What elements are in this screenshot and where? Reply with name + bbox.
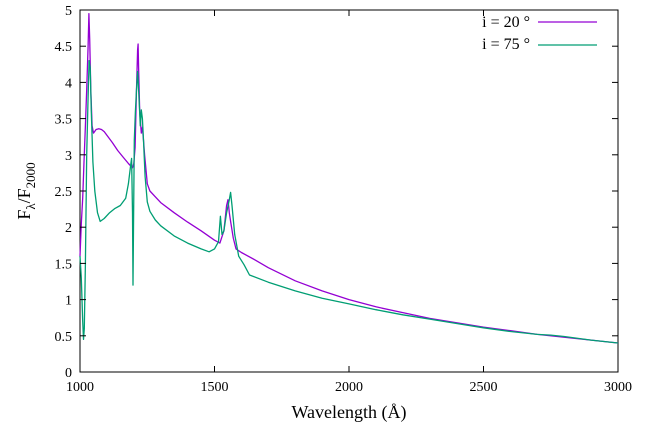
y-tick-label: 2.5 (55, 185, 73, 200)
x-tick-label: 2500 (470, 380, 498, 395)
series-line-1 (79, 12, 619, 344)
y-axis-title-sub1: λ (23, 203, 38, 210)
y-tick-label: 3 (65, 149, 72, 164)
series-line-2 (79, 60, 619, 344)
y-tick-label: 5 (65, 4, 72, 19)
x-tick-label: 1000 (66, 380, 94, 395)
series-layer (79, 12, 619, 344)
y-tick-label: 1 (65, 294, 72, 309)
y-tick-label: 4 (65, 76, 72, 91)
y-axis-title-main: F (14, 210, 34, 220)
x-tick-label: 2000 (335, 380, 363, 395)
y-tick-label: 2 (65, 221, 72, 236)
x-axis-title: Wavelength (Å) (291, 402, 406, 423)
y-tick-label: 0 (65, 366, 72, 381)
y-tick-label: 1.5 (55, 257, 73, 272)
y-axis-title-sub2: 2000 (23, 162, 38, 188)
y-tick-label: 0.5 (55, 330, 73, 345)
legend-label-series-2: i = 75 ° (482, 36, 530, 53)
legend: i = 20 ° i = 75 ° (482, 14, 597, 53)
y-axis-ticks: 0 0.5 1 1.5 2 2.5 3 3.5 4 4.5 5 (55, 4, 618, 381)
x-tick-label: 3000 (604, 380, 632, 395)
plot-frame (79, 9, 619, 373)
x-tick-label: 1500 (201, 380, 229, 395)
y-tick-label: 3.5 (55, 113, 73, 128)
x-axis-ticks: 1000 1500 2000 2500 3000 (66, 10, 632, 395)
legend-label-series-1: i = 20 ° (482, 14, 530, 31)
y-axis-title: Fλ/F2000 (14, 162, 38, 219)
y-tick-label: 4.5 (55, 40, 73, 55)
y-axis-title-mid: /F (14, 188, 34, 203)
